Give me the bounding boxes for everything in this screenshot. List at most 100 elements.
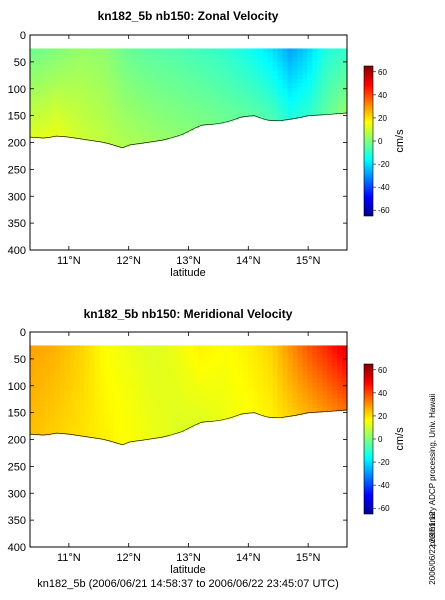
zonal-velocity-cell [307, 61, 313, 66]
zonal-velocity-cell [138, 137, 145, 144]
zonal-velocity-cell [84, 116, 91, 124]
meridional-velocity-cell [49, 362, 56, 369]
zonal-velocity-cell [173, 75, 180, 82]
meridional-velocity-cell [247, 349, 254, 355]
meridional-velocity-cell [74, 351, 81, 358]
meridional-velocity-cell [327, 394, 333, 400]
meridional-velocity-cell [292, 376, 299, 382]
meridional-velocity-cell [30, 389, 36, 397]
meridional-velocity-cell [337, 377, 343, 383]
meridional-velocity-cell [49, 389, 56, 396]
meridional-velocity-cell [168, 378, 175, 386]
zonal-velocity-cell [168, 59, 175, 66]
zonal-velocity-cell [252, 107, 259, 113]
zonal-velocity-cell [158, 100, 165, 107]
meridional-velocity-cell [208, 397, 214, 403]
meridional-velocity-cell [143, 357, 150, 364]
meridional-velocity-cell [134, 417, 140, 424]
zonal-velocity-cell [252, 82, 259, 88]
meridional-velocity-cell [163, 379, 170, 386]
meridional-velocity-cell [173, 372, 180, 379]
meridional-velocity-cell [337, 357, 343, 363]
meridional-velocity-cell [297, 401, 304, 407]
zonal-velocity-cell [64, 59, 71, 66]
zonal-velocity-cell [59, 125, 66, 132]
zonal-velocity-cell [30, 48, 36, 55]
zonal-velocity-cell [242, 107, 249, 113]
meridional-velocity-cell [104, 398, 110, 406]
zonal-velocity-cell [327, 85, 333, 91]
zonal-velocity-cell [104, 95, 110, 103]
meridional-velocity-cell [213, 378, 219, 384]
zonal-velocity-cell [59, 97, 66, 105]
meridional-velocity-cell [327, 345, 333, 351]
zonal-velocity-cell [74, 87, 81, 94]
zonal-velocity-cell [233, 70, 239, 76]
zonal-velocity-cell [282, 84, 289, 90]
x-tick-label: 12°N [116, 552, 141, 564]
zonal-velocity-cell [342, 64, 348, 70]
meridional-velocity-cell [158, 362, 165, 369]
zonal-velocity-cell [64, 131, 71, 138]
zonal-velocity-cell [143, 119, 150, 126]
meridional-velocity-cell [317, 382, 323, 388]
meridional-velocity-cell [74, 407, 81, 414]
meridional-velocity-cell [337, 345, 343, 351]
zonal-velocity-cell [64, 98, 71, 105]
zonal-velocity-cell [148, 48, 155, 55]
zonal-velocity-cell [124, 140, 130, 147]
zonal-velocity-cell [322, 110, 328, 116]
zonal-velocity-cell [30, 126, 36, 133]
zonal-velocity-cell [143, 124, 150, 132]
meridional-velocity-cell [292, 402, 299, 408]
zonal-velocity-cell [44, 93, 51, 100]
zonal-velocity-cell [292, 79, 299, 85]
meridional-velocity-cell [64, 362, 71, 369]
zonal-velocity-cell [193, 112, 199, 119]
meridional-velocity-cell [44, 412, 51, 419]
zonal-velocity-cell [178, 64, 185, 71]
meridional-velocity-cell [252, 379, 259, 385]
zonal-velocity-cell [193, 117, 199, 124]
zonal-velocity-cell [228, 80, 234, 86]
meridional-velocity-cell [257, 380, 264, 386]
zonal-velocity-cell [54, 103, 61, 110]
meridional-velocity-cell [272, 390, 279, 396]
meridional-velocity-cell [173, 367, 180, 374]
zonal-velocity-cell [59, 48, 66, 55]
meridional-velocity-cell [114, 394, 120, 401]
meridional-velocity-cell [312, 383, 318, 388]
zonal-velocity-cell [312, 56, 318, 62]
zonal-velocity-cell [312, 86, 318, 91]
meridional-velocity-cell [59, 361, 66, 369]
meridional-velocity-cell [178, 377, 185, 384]
meridional-velocity-cell [223, 409, 229, 416]
zonal-velocity-cell [257, 104, 264, 110]
zonal-velocity-cell [262, 97, 269, 103]
zonal-velocity-cell [143, 60, 150, 67]
zonal-velocity-cell [203, 48, 209, 54]
zonal-velocity-cell [79, 65, 86, 72]
zonal-velocity-cell [208, 72, 214, 78]
zonal-velocity-cell [322, 73, 328, 78]
colorbar-tick-label: -60 [378, 504, 390, 513]
zonal-velocity-cell [104, 107, 110, 115]
zonal-velocity-cell [173, 64, 180, 72]
zonal-velocity-cell [124, 85, 130, 92]
meridional-velocity-cell [322, 374, 328, 380]
zonal-velocity-cell [143, 66, 150, 73]
zonal-velocity-cell [99, 136, 105, 143]
zonal-velocity-cell [282, 111, 289, 117]
meridional-velocity-cell [188, 345, 195, 352]
meridional-velocity-cell [158, 402, 165, 410]
zonal-velocity-cell [173, 70, 180, 77]
zonal-velocity-cell [262, 115, 269, 121]
meridional-velocity-cell [287, 398, 294, 404]
meridional-velocity-cell [49, 400, 56, 407]
zonal-velocity-cell [69, 98, 76, 105]
meridional-velocity-cell [228, 381, 234, 387]
meridional-velocity-cell [30, 350, 36, 358]
zonal-velocity-cell [39, 59, 46, 66]
meridional-velocity-cell [193, 399, 199, 406]
zonal-velocity-cell [129, 138, 135, 146]
